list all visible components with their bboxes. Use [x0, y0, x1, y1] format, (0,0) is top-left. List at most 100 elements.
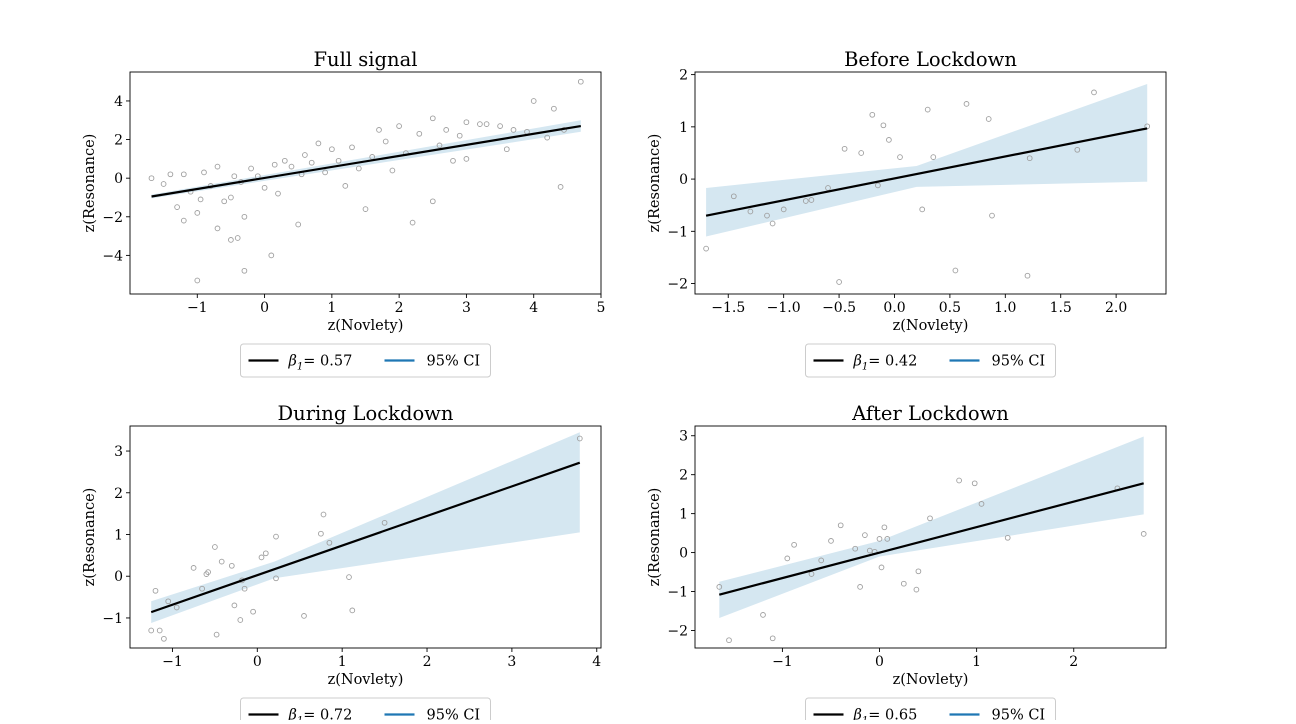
plot-area: [148, 78, 584, 284]
data-point: [557, 184, 564, 190]
data-point: [1140, 531, 1147, 537]
data-point: [450, 157, 456, 164]
data-point: [221, 198, 228, 205]
data-point: [173, 604, 180, 611]
data-point: [858, 150, 865, 156]
data-point: [881, 524, 888, 531]
plot-area: [703, 84, 1151, 285]
ci-band: [719, 436, 1144, 618]
data-point: [927, 515, 933, 522]
y-tick-label: −2: [667, 623, 688, 639]
legend-ci-label: 95% CI: [992, 354, 1046, 370]
data-point: [335, 157, 342, 164]
data-point: [281, 157, 288, 164]
data-point: [409, 219, 416, 226]
data-point: [262, 550, 269, 557]
subplot-4: −1 0 1 2 −2 −1 0 1 2 3 After Lockdown z(Novlety) z(R…: [647, 402, 1167, 724]
legend-fit-label: β1= 0.42: [853, 354, 918, 373]
fit-line: [718, 482, 1144, 596]
data-point: [156, 627, 163, 634]
data-point: [963, 101, 970, 107]
data-point: [376, 127, 382, 133]
y-tick-label: 1: [114, 527, 123, 543]
data-point: [930, 154, 937, 160]
data-point: [205, 569, 211, 575]
y-axis-label: z(Resonance): [647, 488, 663, 587]
y-tick-label: 0: [679, 172, 688, 188]
x-tick-label: 0.0: [883, 300, 905, 316]
x-tick-label: 1: [338, 654, 347, 670]
data-point: [919, 206, 926, 213]
data-point: [802, 198, 809, 204]
subplot-2: −1.5 −1.0 −0.5 0.0 0.5 1.0 1.5 2.0 −2 −1 0 1 2 Before…: [647, 48, 1167, 378]
legend-ci-label: 95% CI: [427, 708, 481, 721]
y-tick-label: 2: [114, 133, 123, 149]
data-point: [275, 190, 281, 197]
data-point: [213, 631, 220, 638]
data-point: [261, 184, 268, 191]
legend-fit-label: β1= 0.57: [288, 354, 353, 373]
data-point: [747, 208, 754, 215]
data-point: [897, 154, 903, 160]
x-axis-label: z(Novlety): [893, 318, 969, 334]
x-axis-label: z(Novlety): [328, 318, 404, 334]
data-point: [273, 575, 279, 582]
data-point: [160, 181, 167, 187]
data-point: [857, 584, 863, 590]
y-tick-label: 2: [679, 68, 688, 84]
data-point: [308, 159, 315, 166]
x-tick-label: −1: [772, 654, 793, 670]
y-tick-label: 2: [114, 486, 123, 502]
axes-frame: [694, 71, 1167, 295]
data-point: [241, 585, 248, 592]
y-tick-label: 1: [679, 120, 688, 136]
data-point: [396, 123, 402, 129]
data-point: [497, 123, 503, 129]
x-tick-label: 2: [1069, 654, 1078, 670]
data-point: [726, 637, 732, 644]
data-point: [730, 193, 737, 200]
data-point: [769, 220, 776, 227]
data-point: [862, 532, 868, 538]
y-tick-label: 0: [114, 569, 123, 585]
data-point: [190, 565, 197, 571]
data-point: [703, 245, 709, 252]
data-point: [869, 111, 876, 118]
data-point: [237, 617, 244, 623]
y-axis-label: z(Resonance): [82, 488, 98, 587]
data-point: [876, 536, 883, 542]
y-tick-label: −2: [667, 277, 688, 293]
data-point: [1024, 272, 1031, 279]
data-point: [503, 146, 510, 153]
x-tick-label: 4: [529, 300, 538, 316]
y-tick-label: 0: [114, 171, 123, 187]
data-point: [971, 480, 978, 487]
data-point: [769, 635, 776, 642]
data-point: [167, 171, 174, 178]
data-point: [362, 206, 369, 212]
ci-band: [706, 84, 1148, 237]
data-point: [463, 119, 470, 126]
data-point: [241, 267, 248, 274]
data-point: [271, 161, 278, 168]
y-tick-label: −2: [102, 210, 123, 226]
x-tick-label: 1.0: [994, 300, 1016, 316]
y-tick-label: 2: [679, 468, 688, 484]
legend-fit-symbol: β: [288, 354, 297, 370]
plot-area: [716, 436, 1147, 644]
data-point: [878, 564, 885, 571]
legend-box: [805, 343, 1056, 378]
data-point: [152, 587, 159, 594]
y-tick-label: 3: [114, 444, 123, 460]
data-point: [818, 557, 825, 564]
subplot-1: −1 0 1 2 3 4 5 −4 −2 0 2 4 Full signal z(Novlety) z(Re…: [82, 48, 605, 378]
data-point: [250, 608, 256, 615]
x-tick-label: 2: [423, 654, 432, 670]
data-point: [952, 267, 959, 274]
data-point: [248, 165, 254, 172]
data-point: [382, 138, 389, 145]
data-point: [389, 167, 396, 174]
data-point: [228, 194, 234, 201]
data-point: [716, 584, 723, 590]
